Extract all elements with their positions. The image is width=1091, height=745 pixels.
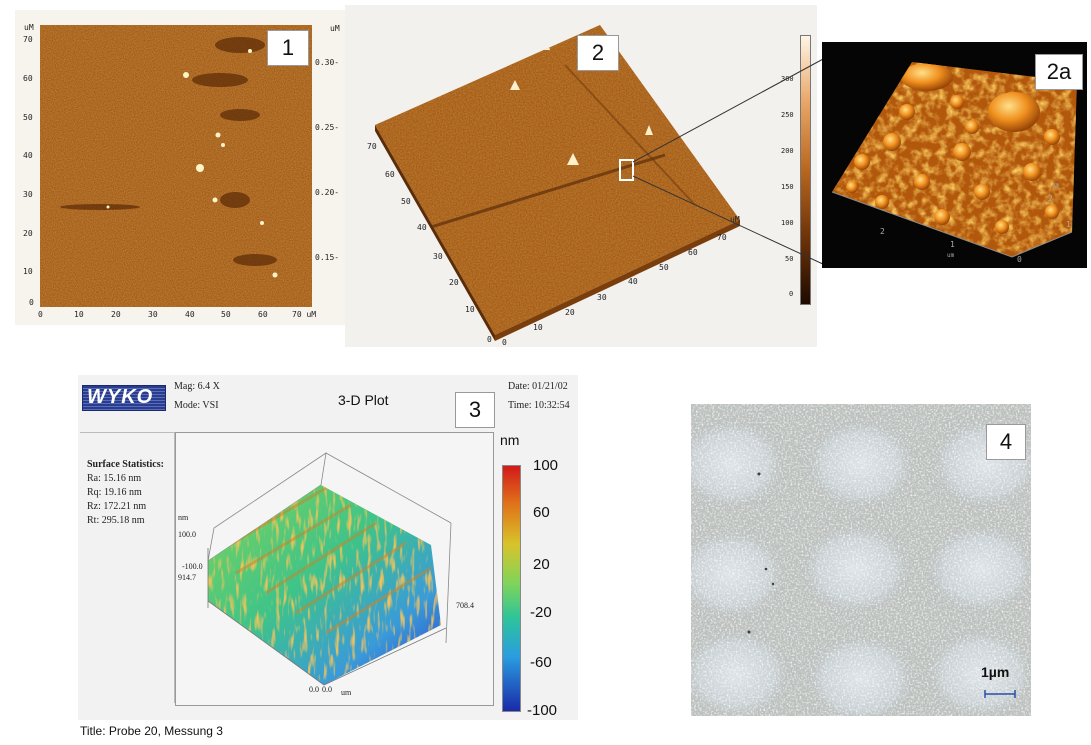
scale-bar xyxy=(983,688,1017,700)
panel-4-label: 4 xyxy=(986,424,1026,460)
colorbar-tick: 60 xyxy=(533,504,550,521)
stat-rz: Rz: 172.21 nm xyxy=(87,501,146,512)
colorbar-tick: 100 xyxy=(533,457,558,474)
time-text: Time: 10:32:54 xyxy=(508,400,570,411)
date-text: Date: 01/21/02 xyxy=(508,381,568,392)
panel-2a-x-tick: 2 xyxy=(880,227,885,236)
origin-a: 0.0 xyxy=(309,685,319,694)
panel-2a-x-tick: 0 xyxy=(1017,255,1022,264)
scale-bar-label: 1µm xyxy=(981,664,1009,680)
z-top: 100.0 xyxy=(178,530,196,539)
panel-2a-y-tick: 1 xyxy=(1066,220,1071,229)
panel-2a-x-tick: 1 xyxy=(950,240,955,249)
mode-text: Mode: VSI xyxy=(174,400,219,411)
panel-2a-y-tick: 2 xyxy=(1048,194,1053,203)
panel-3-footer-title: Title: Probe 20, Messung 3 xyxy=(80,724,223,738)
panel-2a-x-unit: um xyxy=(947,252,954,259)
plot-frame: nm 100.0 -100.0 914.7 708.4 0.0 0.0 um xyxy=(175,432,494,706)
z-bottom: -100.0 xyxy=(182,562,203,571)
panel-2a: 2 1 0 um 2 1 um 2a xyxy=(822,42,1087,268)
colorbar-tick: -100 xyxy=(527,702,557,719)
origin-b: 0.0 xyxy=(322,685,332,694)
y-extent: 914.7 xyxy=(178,573,196,582)
panel-2a-label: 2a xyxy=(1035,54,1083,90)
stat-ra: Ra: 15.16 nm xyxy=(87,473,141,484)
base-unit: um xyxy=(341,688,351,697)
colorbar-tick: -20 xyxy=(530,604,552,621)
panel-3-label: 3 xyxy=(455,392,495,428)
stat-rt: Rt: 295.18 nm xyxy=(87,515,145,526)
plot-title: 3-D Plot xyxy=(338,392,389,408)
x-extent: 708.4 xyxy=(456,601,474,610)
z-unit: nm xyxy=(178,513,188,522)
mag-text: Mag: 6.4 X xyxy=(174,381,220,392)
wyko-logo: WYKO xyxy=(82,385,166,411)
stat-rq: Rq: 19.16 nm xyxy=(87,487,142,498)
wyko-3d-surface xyxy=(176,433,493,705)
colorbar xyxy=(502,465,521,712)
colorbar-tick: 20 xyxy=(533,556,550,573)
wyko-logo-text: WYKO xyxy=(87,386,153,409)
stats-box: Surface Statistics: Ra: 15.16 nm Rq: 19.… xyxy=(80,432,175,703)
panel-4: 4 1µm xyxy=(691,404,1031,716)
panel-2a-y-unit: um xyxy=(1052,182,1059,189)
panel-4-micrograph xyxy=(691,404,1031,716)
colorbar-unit: nm xyxy=(500,432,519,448)
panel-3: WYKO Mag: 6.4 X Mode: VSI 3-D Plot Date:… xyxy=(78,375,578,720)
colorbar-tick: -60 xyxy=(530,654,552,671)
stats-title: Surface Statistics: xyxy=(87,459,164,470)
